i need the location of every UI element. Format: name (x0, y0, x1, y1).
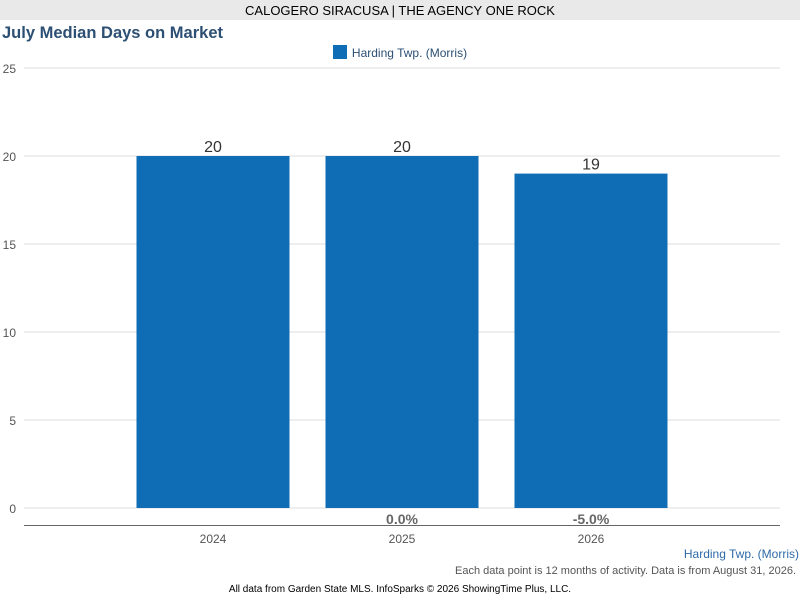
chart-title: July Median Days on Market (2, 24, 223, 42)
footer-source: All data from Garden State MLS. InfoSpar… (228, 584, 572, 595)
y-tick-label: 15 (3, 238, 17, 252)
x-tick-label: 2024 (200, 532, 227, 546)
report-banner: CALOGERO SIRACUSA | THE AGENCY ONE ROCK (0, 0, 800, 20)
footer-note: Each data point is 12 months of activity… (455, 565, 796, 577)
bar (514, 173, 668, 508)
change-label: -5.0% (573, 511, 610, 527)
x-tick-label: 2026 (578, 532, 605, 546)
change-label: 0.0% (386, 511, 418, 527)
y-tick-label: 20 (3, 150, 17, 164)
bar-value-label: 19 (582, 157, 600, 174)
chart-legend: Harding Twp. (Morris) (0, 45, 800, 61)
legend-label: Harding Twp. (Morris) (351, 46, 468, 60)
legend-swatch (332, 45, 347, 59)
y-tick-label: 5 (9, 414, 16, 428)
bar-value-label: 20 (393, 139, 411, 156)
footer-series-label: Harding Twp. (Morris) (683, 547, 799, 561)
bar (136, 156, 290, 508)
y-tick-label: 0 (9, 502, 16, 516)
bar-value-label: 20 (204, 139, 222, 156)
y-tick-label: 10 (3, 326, 17, 340)
y-tick-label: 25 (3, 62, 17, 76)
bar (325, 156, 479, 508)
x-tick-label: 2025 (389, 532, 416, 546)
